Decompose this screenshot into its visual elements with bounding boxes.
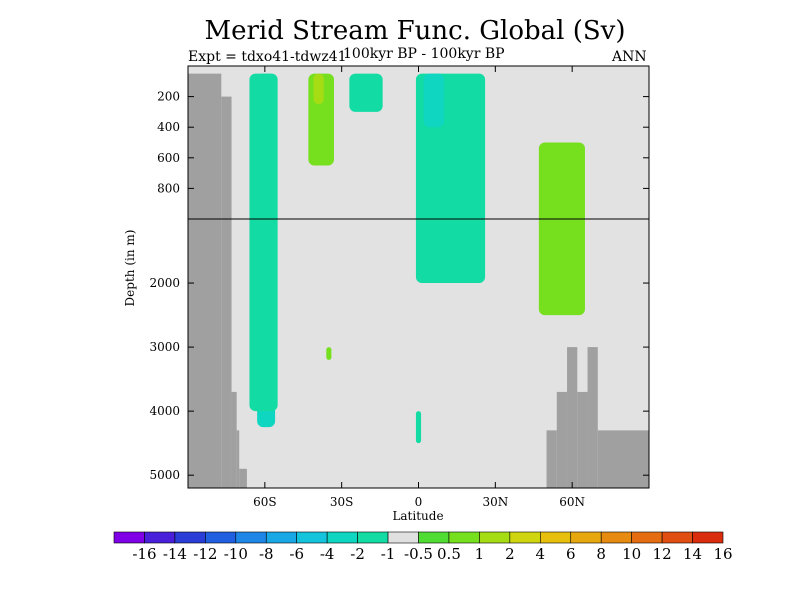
region-equatorial-core (423, 73, 445, 128)
colorbar-swatch (479, 531, 511, 544)
colorbar-swatch (357, 531, 389, 544)
region-deep-equatorial-negative (415, 411, 422, 444)
land-antarctic-slope-4 (239, 468, 247, 488)
colorbar-swatch (539, 531, 572, 544)
colorbar-label: 10 (622, 545, 641, 563)
colorbar-label: -4 (320, 545, 335, 563)
land-mask (188, 73, 649, 489)
colorbar-label: 0.5 (437, 545, 461, 563)
x-tick-label: 30N (482, 495, 508, 509)
x-axis-label: Latitude (392, 509, 443, 523)
colorbar-swatch (326, 531, 358, 544)
colorbar-label: -0.5 (404, 545, 433, 563)
colorbar-swatch (509, 531, 541, 544)
colorbar-swatch (113, 531, 145, 544)
land-arctic-ridge-6 (597, 430, 649, 488)
colorbar-label: 14 (683, 545, 702, 563)
colorbar-swatch (692, 531, 724, 544)
y-tick-label: 5000 (149, 468, 180, 482)
colorbar-label: -16 (132, 545, 156, 563)
colorbar-swatch (631, 531, 663, 544)
region-north-atlantic-cell (538, 142, 585, 316)
x-tick-label: 0 (415, 495, 423, 509)
colorbar-swatch (570, 531, 602, 544)
colorbar-label: 8 (596, 545, 606, 563)
colorbar-label: 6 (566, 545, 576, 563)
colorbar-swatch (661, 531, 693, 544)
colorbar-swatch (174, 531, 206, 544)
colorbar-swatch (296, 531, 328, 544)
colorbar-swatch (387, 531, 419, 544)
colorbar-label: -14 (163, 545, 187, 563)
season-label: ANN (612, 49, 647, 65)
colorbar-label: -1 (381, 545, 396, 563)
colorbar-swatch (418, 531, 450, 544)
x-tick-label: 60N (559, 495, 585, 509)
y-tick-label: 4000 (149, 404, 180, 418)
colorbar-swatch (448, 531, 480, 544)
region-bottom-isolated-positive (326, 347, 332, 360)
colorbar-swatch (600, 531, 632, 544)
x-tick-label: 60S (253, 495, 277, 509)
colorbar-swatch (235, 531, 267, 544)
land-antarctic-slope-3 (236, 430, 240, 488)
region-southern-positive-core (313, 73, 324, 105)
x-tick-label: 30S (330, 495, 354, 509)
land-arctic-ridge-1 (546, 430, 557, 488)
y-tick-label: 200 (157, 90, 180, 104)
y-tick-label: 400 (157, 120, 180, 134)
colorbar-label: 1 (475, 545, 485, 563)
y-tick-label: 800 (157, 181, 180, 195)
y-tick-label: 2000 (149, 276, 180, 290)
land-antarctic-shelf (188, 73, 222, 489)
colorbar: -16 -14 -12 -10 -8 -6 -4 -2 -1 -0.5 0.5 1 2 4 6 8 10 12 14… (113, 531, 733, 563)
land-arctic-ridge-4 (577, 391, 588, 488)
colorbar-label: 12 (653, 545, 672, 563)
land-arctic-ridge-5 (587, 347, 598, 488)
colorbar-label: -2 (350, 545, 365, 563)
region-southern-ocean-cell-edge (249, 73, 278, 412)
experiment-label: Expt = tdxo41-tdwz41 (188, 49, 347, 65)
x-axis-ticks: 60S 30S 0 30N 60N (253, 66, 585, 509)
region-tropical-negative-cell (349, 73, 383, 112)
land-arctic-ridge-2 (556, 391, 568, 488)
colorbar-label: -12 (193, 545, 217, 563)
y-tick-label: 600 (157, 151, 180, 165)
colorbar-swatch (144, 531, 176, 544)
colorbar-label: 2 (505, 545, 515, 563)
contour-regions (249, 73, 585, 444)
y-axis-ticks: 200 400 600 800 2000 3000 4000 5000 (149, 90, 649, 482)
land-antarctic-slope-1 (221, 96, 232, 488)
land-antarctic-slope-2 (231, 391, 237, 488)
colorbar-label: 16 (713, 545, 732, 563)
colorbar-swatch (205, 531, 237, 544)
land-arctic-ridge-3 (567, 347, 578, 488)
y-axis-label: Depth (in m) (123, 230, 137, 307)
colorbar-label: 4 (536, 545, 546, 563)
chart-title: Merid Stream Func. Global (Sv) (204, 16, 626, 46)
colorbar-label: -8 (259, 545, 274, 563)
y-tick-label: 3000 (149, 340, 180, 354)
colorbar-label: -6 (289, 545, 304, 563)
period-label: 100kyr BP - 100kyr BP (343, 46, 505, 62)
colorbar-swatch (265, 531, 298, 544)
colorbar-label: -10 (224, 545, 248, 563)
